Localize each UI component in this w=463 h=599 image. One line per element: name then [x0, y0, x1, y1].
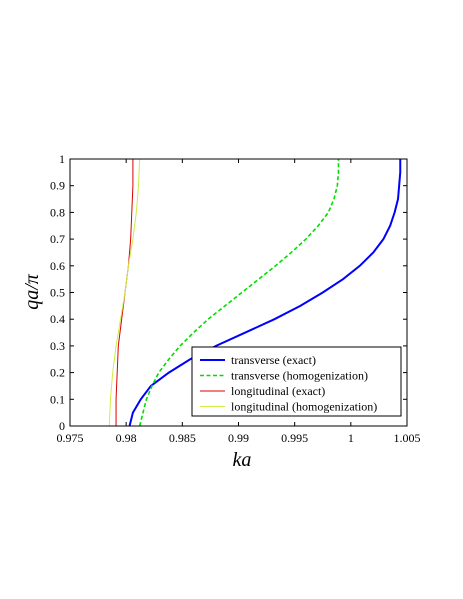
- y-tick-label: 0.9: [50, 179, 65, 193]
- series-line-0: [128, 159, 402, 427]
- x-tick-label: 0.985: [169, 431, 196, 445]
- legend-label-3: longitudinal (homogenization): [231, 400, 377, 414]
- x-tick-label: 0.99: [228, 431, 249, 445]
- x-tick-label: 0.975: [57, 431, 84, 445]
- series-line-2: [115, 159, 134, 426]
- y-tick-label: 0.2: [50, 366, 65, 380]
- y-tick-label: 1: [59, 152, 65, 166]
- legend-label-0: transverse (exact): [231, 353, 316, 367]
- y-tick-label: 0: [59, 419, 65, 433]
- y-axis-title: qa/π: [21, 273, 43, 310]
- series-line-3: [108, 158, 141, 427]
- x-tick-label: 1.005: [394, 431, 421, 445]
- plot-area: 0.975 0.98 0.985 0.99 0.995 1 1.005 0 0.1 0.2 0.3 0…: [50, 152, 421, 445]
- y-tick-label: 0.1: [50, 392, 65, 406]
- y-tick-label: 0.5: [50, 286, 65, 300]
- x-tick-label: 0.995: [281, 431, 308, 445]
- y-tick-label: 0.8: [50, 205, 65, 219]
- x-tick-label: 1: [348, 431, 354, 445]
- legend-label-2: longitudinal (exact): [231, 384, 325, 398]
- y-tick-label: 0.3: [50, 339, 65, 353]
- x-axis-title: ka: [233, 449, 252, 471]
- legend-label-1: transverse (homogenization): [231, 369, 368, 383]
- legend-box: [191, 346, 402, 417]
- x-tick-label: 0.98: [116, 431, 137, 445]
- y-tick-label: 0.7: [50, 232, 65, 246]
- y-tick-label: 0.6: [50, 259, 65, 273]
- series-line-1: [138, 159, 340, 427]
- y-tick-label: 0.4: [50, 312, 65, 326]
